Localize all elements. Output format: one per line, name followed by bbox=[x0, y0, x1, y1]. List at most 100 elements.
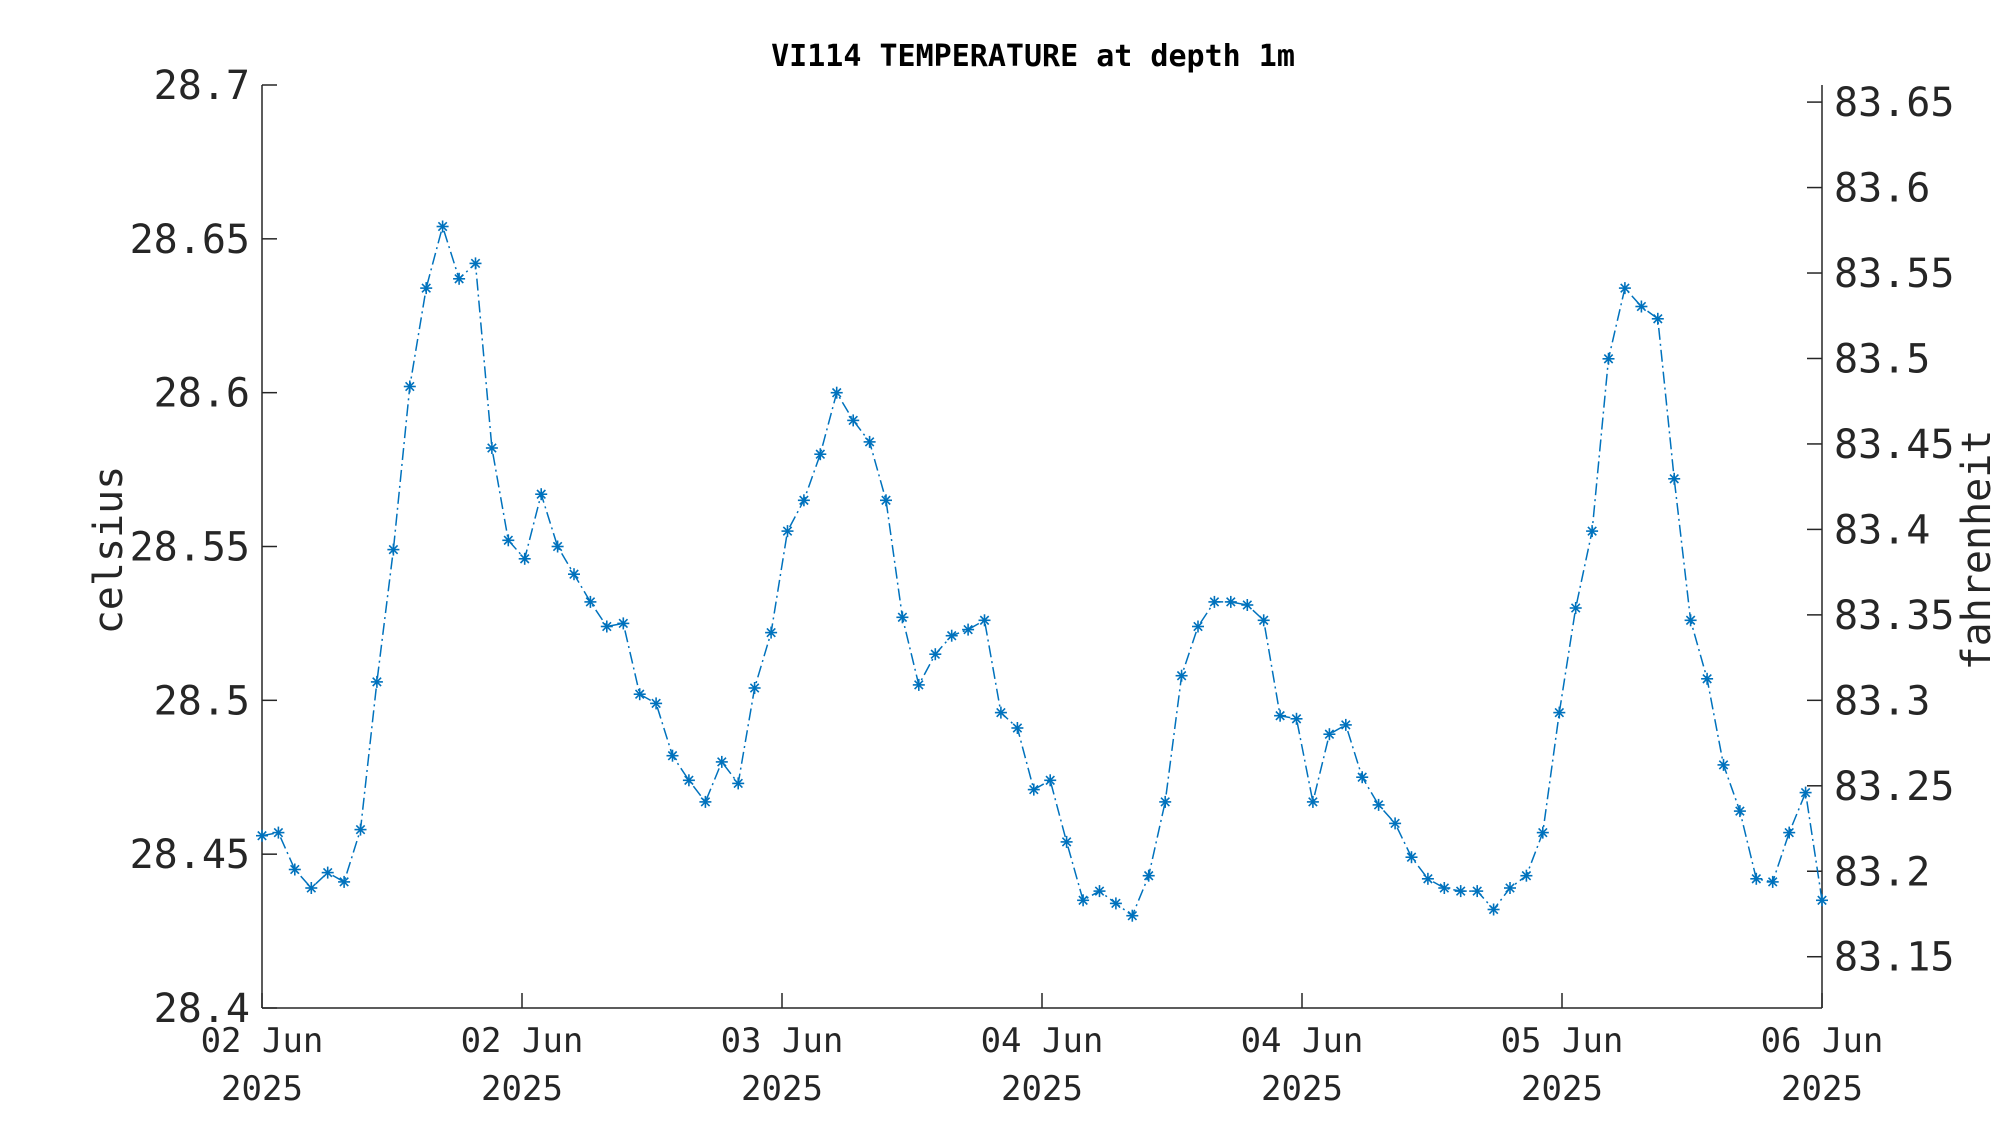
right-tick-label: 83.65 bbox=[1834, 80, 1954, 126]
data-point-marker bbox=[1372, 798, 1385, 811]
right-tick-label: 83.55 bbox=[1834, 251, 1954, 297]
right-tick-label: 83.15 bbox=[1834, 935, 1954, 981]
data-point-marker bbox=[912, 678, 925, 691]
data-point-marker bbox=[1323, 728, 1336, 741]
data-point-marker bbox=[1175, 669, 1188, 682]
data-point-marker bbox=[535, 488, 548, 501]
x-tick-label-date: 03 Jun bbox=[721, 1021, 844, 1061]
data-point-marker bbox=[1077, 894, 1090, 907]
data-point-marker bbox=[1109, 897, 1122, 910]
data-point-marker bbox=[650, 697, 663, 710]
data-point-marker bbox=[1356, 771, 1369, 784]
x-tick-label-year: 2025 bbox=[741, 1069, 823, 1109]
data-point-marker bbox=[715, 755, 728, 768]
data-point-marker bbox=[1520, 869, 1533, 882]
data-point-marker bbox=[584, 595, 597, 608]
temperature-series bbox=[256, 220, 1828, 922]
data-point-marker bbox=[896, 611, 909, 624]
data-point-marker bbox=[1208, 595, 1221, 608]
data-point-marker bbox=[682, 774, 695, 787]
data-point-marker bbox=[797, 494, 810, 507]
data-point-marker bbox=[1274, 709, 1287, 722]
right-tick-label: 83.3 bbox=[1834, 678, 1930, 724]
x-tick-label-date: 02 Jun bbox=[201, 1021, 324, 1061]
data-point-marker bbox=[518, 552, 531, 565]
data-point-marker bbox=[1224, 595, 1237, 608]
data-point-marker bbox=[1421, 872, 1434, 885]
right-tick-label: 83.45 bbox=[1834, 422, 1954, 468]
data-point-marker bbox=[1471, 885, 1484, 898]
data-point-marker bbox=[1618, 282, 1631, 295]
data-point-marker bbox=[1487, 903, 1500, 916]
data-point-marker bbox=[370, 675, 383, 688]
data-point-marker bbox=[1126, 909, 1139, 922]
left-tick-label: 28.45 bbox=[130, 832, 250, 878]
left-tick-label: 28.6 bbox=[154, 371, 250, 417]
data-point-marker bbox=[1389, 817, 1402, 830]
data-point-marker bbox=[1635, 300, 1648, 313]
series-line bbox=[261, 223, 1823, 917]
data-point-marker bbox=[1060, 835, 1073, 848]
data-point-marker bbox=[1504, 882, 1516, 894]
x-axis-ticks: 02 Jun 2025 02 Jun 2025 03 Jun 2025 04 Jun 2025… bbox=[201, 993, 1884, 1109]
x-tick-label-date: 06 Jun bbox=[1761, 1021, 1884, 1061]
data-point-marker bbox=[321, 866, 334, 879]
data-point-marker bbox=[1339, 718, 1352, 731]
right-y-axis-ticks: 83.15 83.2 83.25 83.3 83.35 83.4 83.45 83.5 83.5… bbox=[1807, 80, 1954, 981]
data-point-marker bbox=[1257, 614, 1270, 627]
x-tick-label-year: 2025 bbox=[1261, 1069, 1343, 1109]
data-point-marker bbox=[1733, 805, 1746, 818]
data-point-marker bbox=[1405, 851, 1418, 864]
right-tick-label: 83.4 bbox=[1834, 507, 1930, 553]
data-point-marker bbox=[1750, 872, 1763, 885]
x-tick-label-year: 2025 bbox=[221, 1069, 303, 1109]
data-point-marker bbox=[1586, 525, 1599, 538]
left-tick-label: 28.55 bbox=[130, 525, 250, 571]
data-point-marker bbox=[436, 220, 449, 233]
data-point-marker bbox=[847, 414, 860, 427]
data-point-marker bbox=[814, 448, 827, 461]
data-point-marker bbox=[600, 620, 613, 633]
data-point-marker bbox=[1536, 826, 1549, 839]
data-point-marker bbox=[1816, 894, 1828, 907]
data-point-marker bbox=[551, 540, 564, 553]
data-point-marker bbox=[272, 826, 285, 839]
x-tick-label-date: 04 Jun bbox=[981, 1021, 1104, 1061]
x-tick-label-date: 02 Jun bbox=[461, 1021, 584, 1061]
data-point-marker bbox=[962, 623, 975, 636]
right-tick-label: 83.6 bbox=[1834, 166, 1930, 212]
left-tick-label: 28.7 bbox=[154, 63, 250, 109]
x-tick-label-year: 2025 bbox=[1781, 1069, 1863, 1109]
data-point-marker bbox=[1717, 758, 1730, 771]
left-y-axis-ticks: 28.4 28.45 28.5 28.55 28.6 28.65 28.7 bbox=[130, 63, 277, 1032]
data-point-marker bbox=[880, 494, 892, 507]
left-tick-label: 28.5 bbox=[154, 678, 250, 724]
data-point-marker bbox=[288, 863, 301, 876]
data-point-marker bbox=[1306, 795, 1319, 808]
data-point-marker bbox=[699, 795, 712, 808]
data-point-marker bbox=[732, 777, 745, 790]
chart-title: VI114 TEMPERATURE at depth 1m bbox=[771, 39, 1295, 74]
right-tick-label: 83.5 bbox=[1834, 336, 1930, 382]
data-point-marker bbox=[1290, 712, 1303, 725]
data-point-marker bbox=[1093, 885, 1106, 898]
data-point-marker bbox=[863, 435, 876, 448]
x-tick-label-year: 2025 bbox=[481, 1069, 563, 1109]
data-point-marker bbox=[1783, 826, 1796, 839]
data-point-marker bbox=[1142, 869, 1155, 882]
left-y-axis-label: celsius bbox=[86, 466, 132, 635]
data-point-marker bbox=[1027, 783, 1040, 796]
right-tick-label: 83.2 bbox=[1834, 849, 1930, 895]
data-point-marker bbox=[1553, 706, 1566, 719]
data-point-marker bbox=[633, 688, 646, 701]
right-y-axis-label: fahrenheit bbox=[1954, 430, 2000, 671]
data-point-marker bbox=[568, 568, 580, 581]
data-point-marker bbox=[1011, 722, 1024, 734]
left-tick-label: 28.65 bbox=[130, 217, 250, 263]
data-point-marker bbox=[453, 272, 466, 285]
x-tick-label-date: 05 Jun bbox=[1501, 1021, 1624, 1061]
data-point-marker bbox=[1454, 885, 1467, 898]
data-point-marker bbox=[765, 626, 778, 639]
data-point-marker bbox=[617, 617, 630, 630]
